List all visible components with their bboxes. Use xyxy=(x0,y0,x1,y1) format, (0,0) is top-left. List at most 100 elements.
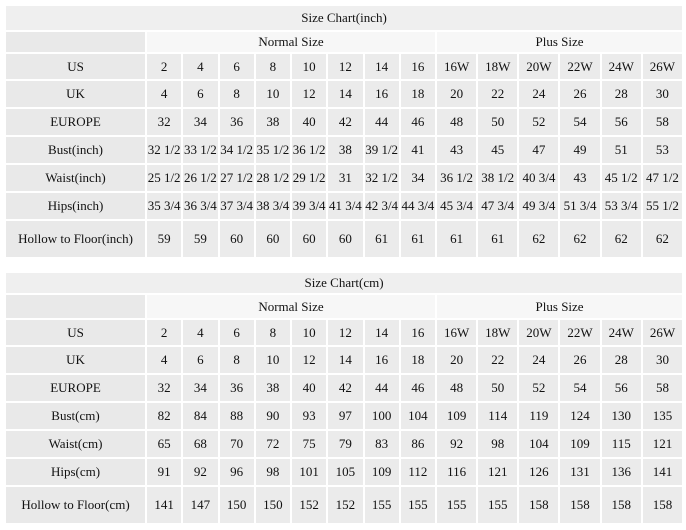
size-cell: 92 xyxy=(181,457,220,487)
size-cell: 28 xyxy=(599,79,643,109)
size-cell: 35 1/2 xyxy=(253,135,293,165)
size-cell: 24W xyxy=(599,318,643,347)
size-cell: 4 xyxy=(181,318,220,347)
size-cell: 26W xyxy=(640,318,685,347)
table-title: Size Chart(cm) xyxy=(3,271,685,295)
size-cell: 22W xyxy=(558,52,602,81)
size-row: Bust(cm) 82 84 88 90 93 97 100 104 109 114 119 124 13… xyxy=(4,401,685,431)
size-cell: 14 xyxy=(326,79,365,109)
group-header: Plus Size xyxy=(434,293,685,320)
size-cell: 109 xyxy=(362,457,401,487)
size-cell: 62 xyxy=(599,219,643,259)
size-cell: 12 xyxy=(289,79,329,109)
size-cell: 70 xyxy=(217,429,256,459)
size-cell: 36 xyxy=(217,107,256,137)
size-cell: 155 xyxy=(476,485,520,525)
size-cell: 16W xyxy=(434,318,479,347)
size-cell: 61 xyxy=(434,219,479,259)
size-cell: 48 xyxy=(434,373,479,403)
size-cell: 16 xyxy=(362,345,401,375)
size-cell: 141 xyxy=(640,457,685,487)
group-header: Normal Size xyxy=(145,293,437,320)
size-cell: 8 xyxy=(217,345,256,375)
blank-cell xyxy=(4,293,147,320)
size-cell: 44 xyxy=(362,107,401,137)
size-cell: 22W xyxy=(558,318,602,347)
size-row: Hollow to Floor(inch) 59 59 60 60 60 60 61 61 61 6… xyxy=(4,219,685,259)
size-cell: 36 1/2 xyxy=(434,163,479,193)
size-cell: 42 xyxy=(326,107,365,137)
size-cell: 136 xyxy=(599,457,643,487)
size-cell: 10 xyxy=(289,318,329,347)
size-cell: 34 xyxy=(181,107,220,137)
size-cell: 14 xyxy=(326,345,365,375)
size-cell: 158 xyxy=(599,485,643,525)
size-cell: 45 3/4 xyxy=(434,191,479,221)
size-cell: 58 xyxy=(640,107,685,137)
row-label: Waist(inch) xyxy=(4,163,147,193)
size-cell: 155 xyxy=(362,485,401,525)
size-cell: 82 xyxy=(144,401,184,431)
size-cell: 4 xyxy=(144,345,184,375)
size-cell: 47 3/4 xyxy=(476,191,520,221)
size-cell: 88 xyxy=(217,401,256,431)
size-cell: 39 3/4 xyxy=(289,191,329,221)
size-cell: 38 xyxy=(253,107,293,137)
group-header: Plus Size xyxy=(434,30,685,54)
size-cell: 52 xyxy=(517,107,561,137)
size-cell: 43 xyxy=(558,163,602,193)
size-cell: 105 xyxy=(326,457,365,487)
size-cell: 24W xyxy=(599,52,643,81)
size-cell: 20W xyxy=(517,318,561,347)
size-cell: 50 xyxy=(476,373,520,403)
size-cell: 124 xyxy=(558,401,602,431)
size-cell: 6 xyxy=(181,345,220,375)
table-title: Size Chart(inch) xyxy=(3,4,685,32)
row-label: UK xyxy=(4,79,147,109)
title-row: Size Chart(cm) xyxy=(3,271,685,295)
size-table: Size Chart(inch) Normal Size Plus Size US 2 4… xyxy=(3,4,685,259)
size-cell: 8 xyxy=(253,318,293,347)
size-cell: 55 1/2 xyxy=(640,191,685,221)
size-row: US 2 4 6 8 10 12 14 16 16W 18W 20W 22W 24W 26W xyxy=(4,318,685,347)
size-row: Hips(inch) 35 3/4 36 3/4 37 3/4 38 3/4 39 3/4… xyxy=(4,191,685,221)
row-label: Hips(inch) xyxy=(4,191,147,221)
group-row: Normal Size Plus Size xyxy=(4,293,685,320)
size-cell: 60 xyxy=(217,219,256,259)
size-cell: 135 xyxy=(640,401,685,431)
size-cell: 43 xyxy=(434,135,479,165)
size-cell: 36 3/4 xyxy=(181,191,220,221)
size-row: EUROPE 32 34 36 38 40 42 44 46 48 50 52 54 56 58 xyxy=(4,107,685,137)
size-cell: 65 xyxy=(144,429,184,459)
size-cell: 141 xyxy=(144,485,184,525)
size-cell: 68 xyxy=(181,429,220,459)
size-cell: 115 xyxy=(599,429,643,459)
size-row: EUROPE 32 34 36 38 40 42 44 46 48 50 52 54 56 58 xyxy=(4,373,685,403)
size-cell: 49 3/4 xyxy=(517,191,561,221)
size-cell: 38 3/4 xyxy=(253,191,293,221)
size-cell: 12 xyxy=(326,52,365,81)
size-cell: 60 xyxy=(326,219,365,259)
size-cell: 12 xyxy=(326,318,365,347)
size-cell: 59 xyxy=(181,219,220,259)
size-cell: 40 xyxy=(289,373,329,403)
size-cell: 36 1/2 xyxy=(289,135,329,165)
size-cell: 42 xyxy=(326,373,365,403)
size-row: Hips(cm) 91 92 96 98 101 105 109 112 116 121 126 131… xyxy=(4,457,685,487)
size-cell: 32 xyxy=(144,373,184,403)
size-cell: 28 xyxy=(599,345,643,375)
size-cell: 14 xyxy=(362,318,401,347)
size-cell: 38 xyxy=(326,135,365,165)
size-cell: 83 xyxy=(362,429,401,459)
size-cell: 62 xyxy=(517,219,561,259)
size-cell: 28 1/2 xyxy=(253,163,293,193)
size-cell: 100 xyxy=(362,401,401,431)
size-cell: 51 3/4 xyxy=(558,191,602,221)
size-cell: 26 xyxy=(558,345,602,375)
size-row: UK 4 6 8 10 12 14 16 18 20 22 24 26 28 30 xyxy=(4,345,685,375)
size-cell: 10 xyxy=(253,345,293,375)
size-cell: 41 3/4 xyxy=(326,191,365,221)
row-label: US xyxy=(4,52,147,81)
size-cell: 2 xyxy=(144,52,184,81)
size-cell: 50 xyxy=(476,107,520,137)
